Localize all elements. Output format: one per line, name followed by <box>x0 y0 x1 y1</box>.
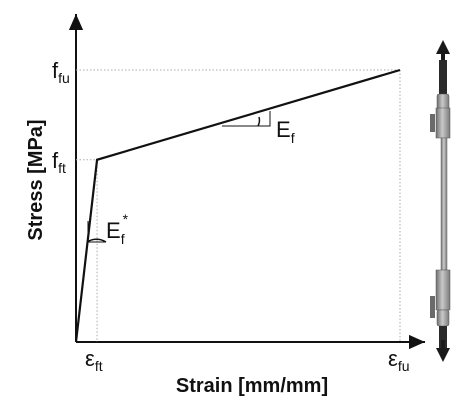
y-tick-label-ft: fft <box>52 148 66 176</box>
arrow-up-icon <box>436 40 450 62</box>
y-tick-labels: fft ffu <box>52 58 70 176</box>
x-axis-title: Strain [mm/mm] <box>176 375 328 397</box>
series-line-0 <box>74 68 401 343</box>
x-tick-label-ft: εft <box>85 346 103 374</box>
tensile-specimen-icon <box>430 40 451 362</box>
y-axis-title: Stress [MPa] <box>25 119 47 240</box>
series-group <box>74 68 401 343</box>
y-tick-label-fu: ffu <box>52 58 70 86</box>
second-modulus-arc <box>257 116 261 127</box>
x-tick-labels: εft εfu <box>85 346 409 374</box>
guide-lines <box>76 69 401 342</box>
annotation-ef-star: Ef* <box>106 211 129 247</box>
initial-modulus-marker <box>87 221 106 243</box>
second-modulus-marker <box>222 111 271 127</box>
x-tick-label-fu: εfu <box>388 346 410 374</box>
arrow-down-icon <box>436 340 450 362</box>
annotation-ef: Ef <box>276 117 295 146</box>
